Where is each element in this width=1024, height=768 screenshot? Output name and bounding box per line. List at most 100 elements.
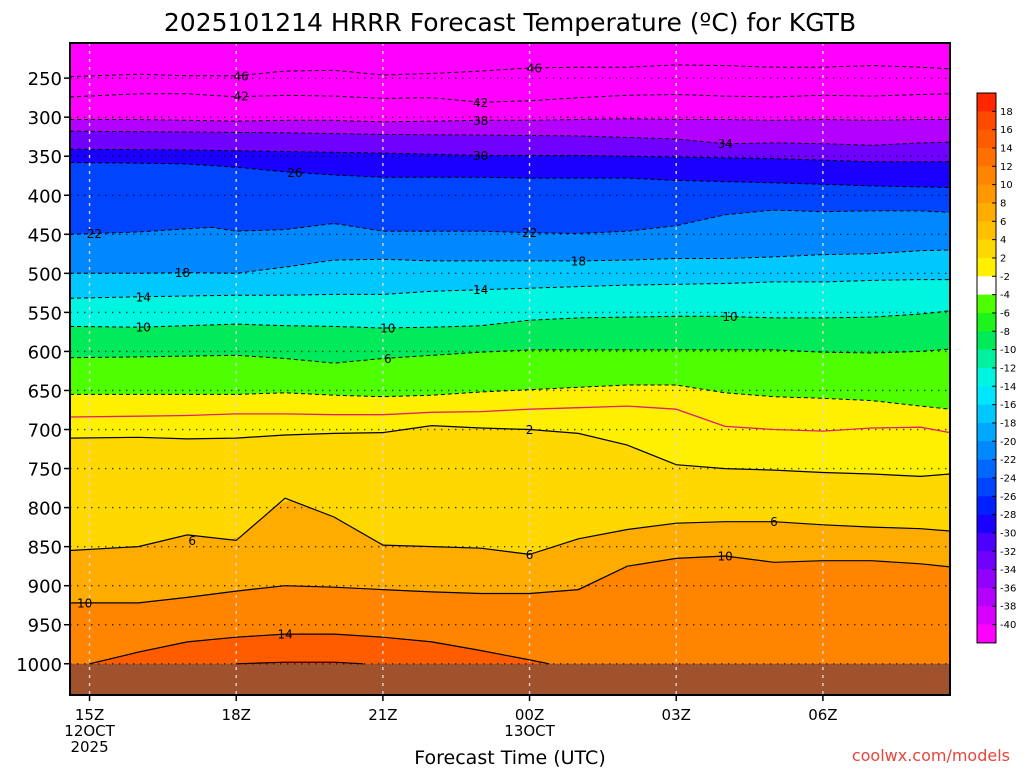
colorbar-label: 18 <box>1000 107 1013 118</box>
band-above-14 <box>89 634 550 664</box>
colorbar-swatch <box>977 129 996 149</box>
contour-label: 14 <box>136 290 151 304</box>
colorbar: 18 16 14 12 10 8 6 4 2 -2 -4 -6 -8 -10 -12 -14 -16 -18 -20… <box>976 92 1016 644</box>
pressure-tick-label: 850 <box>28 538 62 559</box>
colorbar-label: 6 <box>1000 217 1006 228</box>
colorbar-label: -12 <box>1000 363 1016 374</box>
colorbar-label: -34 <box>1000 565 1016 576</box>
pressure-tick-label: 1000 <box>16 655 62 676</box>
pressure-tick-label: 400 <box>28 186 62 207</box>
colorbar-label: 16 <box>1000 125 1013 136</box>
contour-14 <box>89 633 550 665</box>
time-tick-label: 13OCT <box>504 722 555 740</box>
contour-label: 38 <box>473 114 488 128</box>
time-tick-label: 2025 <box>70 738 108 756</box>
colorbar-label: 8 <box>1000 199 1006 210</box>
colorbar-swatch <box>977 367 996 387</box>
contour-label: 42 <box>233 90 248 104</box>
contour-label: 2 <box>526 423 534 437</box>
colorbar-label: -4 <box>1000 290 1010 301</box>
contour-label: 10 <box>77 596 92 610</box>
colorbar-swatch <box>977 569 996 589</box>
colorbar-label: -22 <box>1000 455 1016 466</box>
time-tick-label: 18Z <box>222 706 251 724</box>
colorbar-label: 10 <box>1000 180 1013 191</box>
pressure-tick-label: 950 <box>28 616 62 637</box>
colorbar-label: -10 <box>1000 345 1016 356</box>
time-tick-label: 12OCT <box>64 722 115 740</box>
colorbar-label: -28 <box>1000 510 1016 521</box>
colorbar-label: -16 <box>1000 400 1016 411</box>
colorbar-label: -36 <box>1000 583 1016 594</box>
contour-label: 6 <box>526 548 534 562</box>
contour-18 <box>236 661 364 665</box>
colorbar-swatch <box>977 294 996 314</box>
pressure-tick-label: 600 <box>28 342 62 363</box>
temperature-field <box>70 43 950 695</box>
colorbar-label: -14 <box>1000 382 1016 393</box>
contour--38 <box>70 118 950 123</box>
contour-label: 22 <box>87 227 102 241</box>
time-tick-label: 00Z <box>515 706 544 724</box>
contour-label: 46 <box>233 69 248 83</box>
surface-ground <box>70 663 950 695</box>
contour-label: 10 <box>136 321 151 335</box>
colorbar-swatch <box>977 477 996 497</box>
colorbar-label: -26 <box>1000 492 1016 503</box>
colorbar-label: -6 <box>1000 309 1010 320</box>
colorbar-swatch <box>977 459 996 479</box>
colorbar-label: 14 <box>1000 144 1013 155</box>
contour-label: 18 <box>571 254 586 268</box>
contour-label: 14 <box>277 628 292 642</box>
colorbar-label: 12 <box>1000 162 1013 173</box>
colorbar-swatch <box>977 386 996 405</box>
time-tick-label: 06Z <box>808 706 837 724</box>
colorbar-swatch <box>977 587 996 607</box>
colorbar-label: -40 <box>1000 620 1016 631</box>
colorbar-label: 4 <box>1000 235 1006 246</box>
contour-label: 26 <box>287 166 302 180</box>
colorbar-label: 2 <box>1000 254 1006 265</box>
contour-6 <box>70 497 950 556</box>
contour--22 <box>70 209 950 235</box>
contour-label: 42 <box>473 96 488 110</box>
colorbar-swatch <box>977 422 996 442</box>
colorbar-swatch <box>977 331 996 350</box>
colorbar-swatch <box>977 166 996 185</box>
contour-lines <box>70 64 950 665</box>
time-tick-label: 15Z <box>75 706 104 724</box>
colorbar-label: -20 <box>1000 437 1016 448</box>
colorbar-label: -30 <box>1000 528 1016 539</box>
pressure-tick-label: 700 <box>28 421 62 442</box>
colorbar-label: -24 <box>1000 473 1016 484</box>
contour-10 <box>70 555 950 604</box>
x-axis-label: Forecast Time (UTC) <box>414 747 605 768</box>
colorbar-label: -2 <box>1000 272 1010 283</box>
pressure-tick-label: 900 <box>28 577 62 598</box>
contour-label: 46 <box>527 62 542 76</box>
contour-label: 10 <box>722 310 737 324</box>
colorbar-swatch <box>977 349 996 369</box>
contour-0 <box>70 405 950 434</box>
contour-label: 6 <box>188 534 196 548</box>
pressure-tick-label: 550 <box>28 303 62 324</box>
colorbar-swatch <box>977 404 996 424</box>
colorbar-swatch <box>977 221 996 240</box>
colorbar-label: -18 <box>1000 418 1016 429</box>
colorbar-swatch <box>977 184 996 204</box>
plot-frame <box>69 42 951 696</box>
colorbar-swatch <box>977 93 996 112</box>
pressure-tick-label: 450 <box>28 225 62 246</box>
contour-label: 10 <box>717 550 732 564</box>
colorbar-swatch <box>977 496 996 515</box>
colorbar-label: -32 <box>1000 547 1016 558</box>
contour-label: 18 <box>175 266 190 280</box>
contour-label: 10 <box>380 322 395 336</box>
pressure-tick-label: 350 <box>28 147 62 168</box>
pressure-tick-label: 500 <box>28 264 62 285</box>
pressure-tick-label: 250 <box>28 69 62 90</box>
credit-text: coolwx.com/models <box>852 746 1010 765</box>
